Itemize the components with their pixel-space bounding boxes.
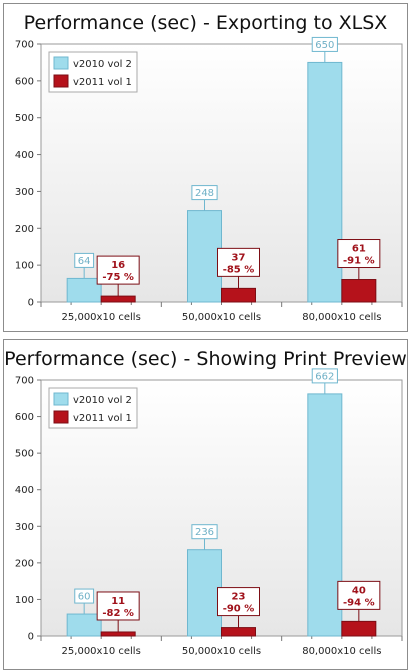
legend-label-v2010: v2010 vol 2	[73, 59, 132, 70]
chart-title: Performance (sec) - Exporting to XLSX	[23, 12, 388, 34]
y-tick-label: 700	[15, 40, 34, 51]
data-label-v2011: 37	[232, 252, 246, 263]
x-category-label: 80,000x10 cells	[302, 312, 381, 323]
data-label-box	[96, 591, 140, 621]
bar-v2011	[341, 620, 377, 637]
x-category-label: 80,000x10 cells	[302, 646, 381, 657]
data-label-v2011-change: -75 %	[102, 272, 134, 283]
data-label-v2010: 662	[315, 371, 334, 382]
chart-panel-exporting: Performance (sec) - Exporting to XLSX 0 1…	[3, 3, 408, 332]
data-label-box	[191, 524, 218, 540]
bar-v2010	[66, 277, 102, 303]
y-tick-label: 600	[15, 76, 34, 87]
bar-chart-print-preview: 0 100 200 300 400 500 600 700 25,000x10 cells 60 1…	[15, 368, 403, 657]
y-tick-label: 300	[15, 187, 34, 198]
bar-v2011	[100, 631, 136, 637]
y-tick-label: 400	[15, 485, 34, 496]
bar-v2010	[66, 613, 102, 637]
bar-v2010	[187, 549, 222, 637]
bar-v2011	[221, 287, 256, 303]
legend-swatch-v2010	[53, 56, 69, 70]
data-label-box	[74, 252, 95, 268]
y-tick-label: 0	[28, 298, 34, 309]
data-label-box	[74, 588, 95, 604]
legend-swatch-v2011	[53, 74, 69, 88]
data-label-v2011-change: -85 %	[223, 264, 255, 275]
data-label-box	[311, 36, 338, 52]
legend-swatch-v2011	[53, 410, 69, 424]
data-label-v2011: 40	[352, 585, 366, 596]
data-label-v2011-change: -82 %	[102, 608, 134, 619]
x-category-label: 25,000x10 cells	[62, 312, 141, 323]
data-label-box	[337, 239, 381, 269]
data-label-box	[96, 255, 140, 285]
y-tick-label: 0	[28, 632, 34, 643]
bar-v2011	[341, 279, 377, 303]
y-tick-label: 200	[15, 224, 34, 235]
data-label-box	[217, 587, 260, 617]
y-tick-label: 700	[15, 376, 34, 387]
bar-v2011	[100, 295, 136, 303]
data-label-box	[337, 580, 381, 610]
y-tick-label: 100	[15, 261, 34, 272]
data-label-v2011: 16	[111, 260, 125, 271]
legend-label-v2010: v2010 vol 2	[73, 395, 132, 406]
bar-v2011	[221, 627, 256, 637]
y-tick-label: 500	[15, 449, 34, 460]
data-label-box	[217, 247, 260, 277]
data-label-v2011: 61	[352, 244, 366, 255]
x-category-label: 25,000x10 cells	[62, 646, 141, 657]
data-label-v2011-change: -91 %	[343, 256, 375, 267]
data-label-v2011-change: -94 %	[343, 597, 375, 608]
data-label-v2010: 650	[315, 40, 334, 51]
data-label-v2011: 11	[111, 596, 125, 607]
legend-label-v2011: v2011 vol 1	[73, 413, 132, 424]
data-label-v2010: 248	[195, 188, 214, 199]
y-tick-label: 300	[15, 522, 34, 533]
chart-panel-print-preview: Performance (sec) - Showing Print Previe…	[3, 339, 408, 670]
bar-chart-exporting: 0 100 200 300 400 500 600 700 25,000x10 cells 64 1…	[15, 36, 403, 323]
y-tick-label: 500	[15, 113, 34, 124]
legend-swatch-v2010	[53, 392, 69, 406]
data-label-v2010: 64	[78, 256, 91, 267]
data-label-v2010: 236	[195, 527, 214, 538]
data-label-v2011-change: -90 %	[223, 604, 255, 615]
data-label-box	[191, 185, 218, 201]
legend-label-v2011: v2011 vol 1	[73, 77, 132, 88]
data-label-v2010: 60	[78, 592, 91, 603]
x-category-label: 50,000x10 cells	[182, 646, 261, 657]
data-label-v2011: 23	[232, 592, 246, 603]
y-tick-label: 200	[15, 558, 34, 569]
y-tick-label: 400	[15, 150, 34, 161]
y-tick-label: 600	[15, 412, 34, 423]
x-category-label: 50,000x10 cells	[182, 312, 261, 323]
chart-title: Performance (sec) - Showing Print Previe…	[4, 348, 407, 370]
y-tick-label: 100	[15, 595, 34, 606]
bar-v2010	[307, 393, 343, 637]
bar-v2010	[187, 210, 222, 303]
data-label-box	[311, 368, 338, 384]
bar-v2010	[307, 61, 343, 303]
